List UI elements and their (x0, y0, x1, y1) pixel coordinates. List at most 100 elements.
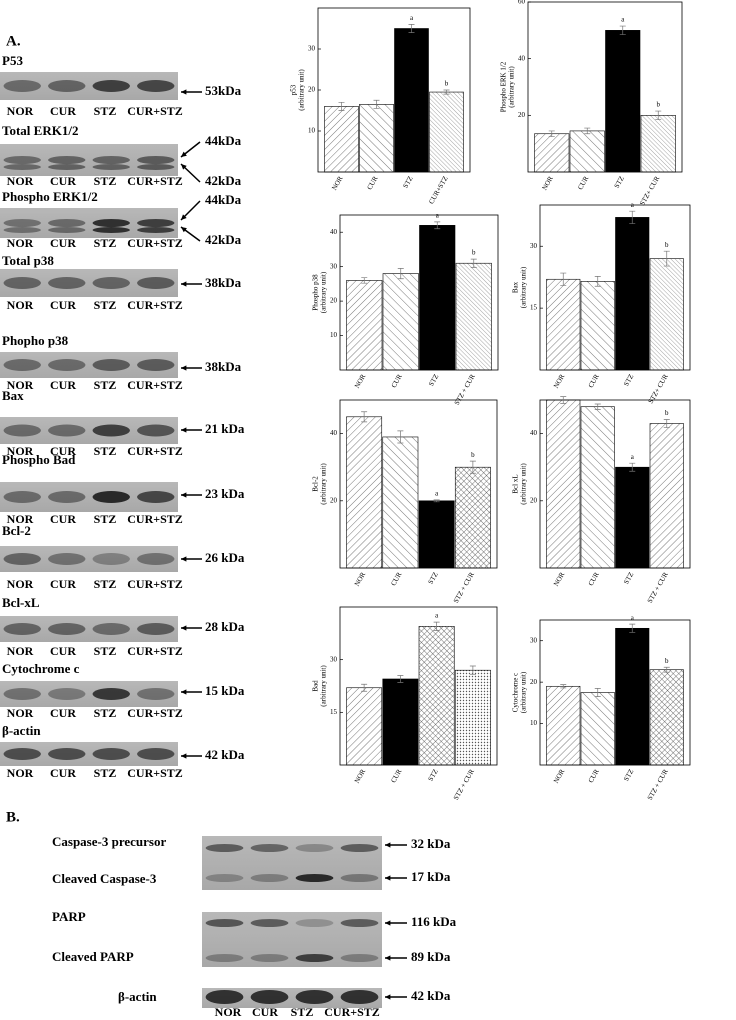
bar (419, 225, 456, 371)
significance-label: a (435, 489, 439, 497)
lane-label: CUR (50, 766, 76, 780)
band (137, 277, 175, 289)
band (48, 219, 86, 227)
band (3, 156, 41, 164)
lane-label: NOR (7, 577, 34, 591)
arrow-head (181, 151, 187, 157)
band (48, 359, 86, 371)
significance-label: a (435, 612, 439, 620)
lane-label: CUR+STZ (127, 298, 183, 312)
band (137, 688, 175, 700)
error-bar (469, 665, 476, 675)
bar (454, 669, 491, 766)
band (295, 844, 334, 852)
bar (580, 692, 615, 766)
bar (382, 436, 419, 569)
lane-label: STZ (291, 1005, 314, 1019)
y-axis-label: p53 (290, 84, 298, 95)
size-label: 26 kDa (205, 550, 245, 565)
error-bar (629, 623, 636, 633)
error-bar (434, 221, 441, 230)
error-bar (361, 411, 368, 423)
size-label: 53kDa (205, 83, 242, 98)
size-label: 23 kDa (205, 486, 245, 501)
lane-label: CUR (252, 1005, 278, 1019)
lane-label: NOR (7, 104, 34, 118)
blot-title: β-actin (2, 723, 41, 738)
error-bar (397, 268, 404, 280)
lane-label: STZ (94, 378, 117, 392)
band (92, 164, 130, 170)
blot-title: Bcl-2 (2, 523, 31, 538)
band (3, 277, 41, 289)
band (137, 623, 175, 635)
panel-label: A. (6, 33, 21, 49)
y-axis-label: Bad (312, 680, 320, 692)
band (340, 844, 379, 852)
y-tick-label: 60 (518, 0, 526, 6)
band (92, 277, 130, 289)
band (3, 227, 41, 233)
band (295, 874, 334, 882)
y-tick-label: 10 (330, 331, 338, 339)
lane-label: CUR (50, 298, 76, 312)
significance-label: b (665, 657, 669, 665)
lane-label: CUR+STZ (127, 577, 183, 591)
panel-label: B. (6, 809, 20, 825)
band (3, 219, 41, 227)
band (295, 954, 334, 962)
blot-title: P53 (2, 53, 23, 68)
band (92, 80, 130, 92)
bar (382, 678, 419, 766)
arrow-head (181, 753, 187, 759)
band (137, 748, 175, 760)
lane-label: CUR (50, 644, 76, 658)
bar (455, 262, 492, 371)
lane-label: NOR (7, 766, 34, 780)
band (3, 424, 41, 437)
error-bar (663, 250, 670, 267)
band (48, 227, 86, 233)
band (137, 553, 175, 565)
band (137, 491, 175, 503)
lane-label: STZ (94, 104, 117, 118)
size-label: 32 kDa (411, 836, 451, 851)
y-tick-label: 15 (530, 304, 538, 312)
error-bar (433, 621, 440, 631)
size-label: 17 kDa (411, 869, 451, 884)
band (340, 919, 379, 927)
arrow-head (181, 427, 187, 433)
band (92, 553, 130, 565)
error-bar (373, 99, 380, 109)
error-bar (619, 25, 626, 35)
lane-label: CUR+STZ (127, 644, 183, 658)
size-label: 44kDa (205, 133, 242, 148)
y-tick-label: 30 (530, 242, 538, 250)
bar (605, 30, 641, 173)
band (250, 874, 289, 882)
significance-label: b (657, 101, 661, 109)
band (250, 844, 289, 852)
lane-label: NOR (7, 444, 34, 458)
lane-label: NOR (7, 378, 34, 392)
band (48, 156, 86, 164)
arrow-head (385, 955, 391, 961)
error-bar (655, 110, 662, 120)
lane-label: STZ (94, 236, 117, 250)
error-bar (594, 276, 601, 287)
error-bar (560, 396, 567, 404)
bar (546, 278, 581, 371)
lane-label: CUR+STZ (127, 174, 183, 188)
row-label: β-actin (118, 989, 157, 1004)
error-bar (470, 258, 477, 268)
lane-label: STZ (94, 644, 117, 658)
band (92, 748, 130, 760)
band (137, 80, 175, 92)
arrow-head (181, 365, 187, 371)
blot (202, 836, 382, 890)
size-label: 42kDa (205, 232, 242, 247)
lane-label: CUR (50, 104, 76, 118)
band (48, 688, 86, 700)
size-label: 15 kDa (205, 683, 245, 698)
